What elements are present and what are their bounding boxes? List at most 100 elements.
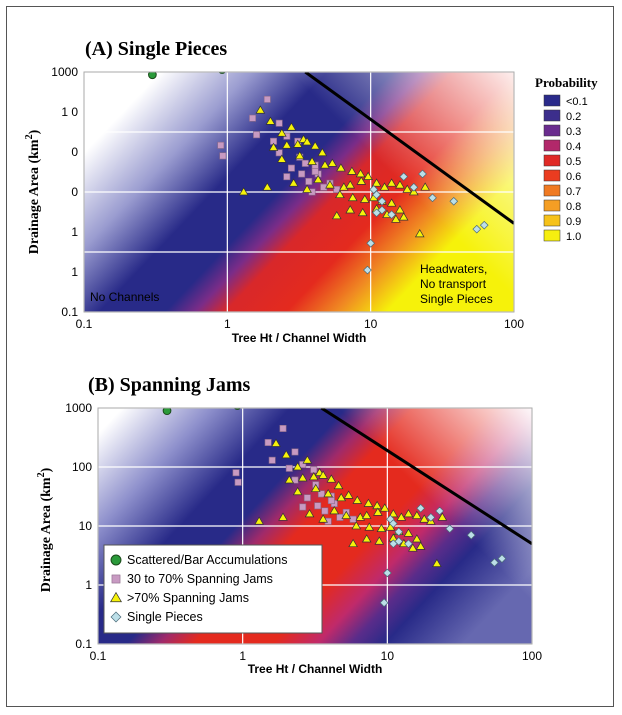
- panel-b-point-spanning70: [437, 512, 448, 521]
- panel-b-point-spanning70: [254, 516, 264, 525]
- panel-b-y-tick-label: 10: [79, 519, 93, 533]
- panel-b-point-single: [379, 598, 389, 608]
- panel-a-x-tick-label: 1: [224, 317, 231, 331]
- panel-a-point-spanning70: [317, 147, 328, 157]
- panel-b-point-spanning70: [403, 528, 414, 537]
- panel-a-point-spanning30: [253, 131, 261, 139]
- panel-a-point-spanning70: [345, 205, 356, 214]
- probability-swatch: [543, 214, 561, 227]
- panel-a-point-spanning70: [379, 182, 390, 191]
- panel-a-y-axis-label: Drainage Area (km2): [24, 129, 42, 254]
- probability-swatch: [543, 229, 561, 242]
- panel-a-point-spanning30: [301, 159, 309, 167]
- panel-a-point-spanning70: [356, 176, 367, 185]
- panel-a-point-single: [366, 238, 376, 248]
- panel-b-point-spanning70: [403, 509, 414, 518]
- panel-b-point-spanning30: [234, 478, 242, 486]
- panel-a-point-spanning70: [359, 194, 370, 203]
- data-legend-label: 30 to 70% Spanning Jams: [127, 572, 273, 586]
- panel-b-point-spanning70: [284, 475, 295, 484]
- panel-b-point-spanning70: [372, 500, 382, 510]
- panel-a-point-single: [479, 220, 489, 230]
- panel-a-point-spanning70: [386, 198, 397, 207]
- panel-b-point-spanning30: [279, 425, 287, 432]
- panel-b-point-spanning70: [376, 523, 387, 532]
- data-legend-label: Scattered/Bar Accumulations: [127, 553, 288, 567]
- panel-b-x-tick-label: 100: [522, 649, 542, 663]
- panel-a-point-spanning30: [263, 95, 271, 103]
- probability-legend-title: Probability: [535, 75, 598, 90]
- panel-b-point-spanning70: [351, 521, 362, 530]
- panel-b-point-spanning70: [374, 536, 385, 545]
- panel-b-point-spanning30: [317, 490, 325, 498]
- panel-a-y-tick-label: 0: [71, 185, 78, 199]
- panel-a-x-tick-label: 0.1: [76, 317, 93, 331]
- panel-a-point-spanning70: [238, 187, 249, 196]
- panel-a-point-spanning70: [336, 163, 346, 172]
- probability-swatch: [543, 94, 561, 107]
- panel-a-point-spanning70: [325, 180, 335, 189]
- panel-a-point-spanning70: [386, 178, 397, 187]
- panel-a-point-spanning70: [345, 180, 356, 189]
- data-legend-label: Single Pieces: [127, 610, 203, 624]
- panel-a-threshold-line: [304, 72, 514, 225]
- panel-a-annotation-headwaters: Headwaters,: [420, 262, 487, 276]
- probability-label: 0.4: [566, 141, 581, 153]
- panel-b-point-single: [490, 558, 499, 567]
- panel-b-point-spanning70: [297, 473, 308, 482]
- panel-a-title: (A) Single Pieces: [85, 38, 227, 60]
- panel-a-point-spanning70: [414, 229, 425, 238]
- panel-b-point-single: [426, 513, 436, 522]
- panel-a-y-tick-label: 1000: [51, 65, 78, 79]
- panel-b-point-spanning30: [299, 503, 307, 511]
- panel-b-point-spanning70: [419, 514, 430, 523]
- probability-swatch: [543, 124, 561, 137]
- panel-a-plot-area: No Channels Headwaters, No transport Sin…: [84, 72, 514, 312]
- panel-b-y-tick-label: 1000: [65, 401, 92, 415]
- probability-swatch: [543, 109, 561, 122]
- panel-b-point-spanning70: [292, 462, 303, 471]
- probability-swatch: [543, 139, 561, 152]
- panel-a-point-spanning30: [305, 177, 313, 185]
- panel-a-annotation-no-channels: No Channels: [90, 290, 159, 304]
- panel-a-point-spanning70: [395, 180, 405, 189]
- panel-a-point-spanning70: [282, 140, 292, 149]
- panel-a-point-spanning70: [307, 156, 317, 165]
- panel-a-point-spanning70: [265, 116, 276, 125]
- panel-a-point-spanning30: [287, 164, 295, 172]
- panel-b-point-spanning70: [326, 474, 337, 483]
- panel-b-x-axis-label: Tree Ht / Channel Width: [248, 662, 383, 676]
- panel-b-point-spanning70: [352, 495, 363, 504]
- panel-a-point-spanning30: [283, 173, 291, 181]
- panel-b-point-spanning70: [388, 509, 399, 518]
- panel-a-point-spanning70: [255, 105, 266, 114]
- panel-a-point-spanning70: [292, 139, 303, 148]
- panel-b-point-spanning70: [333, 480, 344, 490]
- panel-a-point-single: [372, 208, 381, 218]
- panel-a-point-spanning70: [371, 178, 382, 187]
- panel-b-plot-border: [97, 407, 533, 645]
- panel-b-x-tick-label: 0.1: [90, 649, 107, 663]
- panel-b-x-tick-label: 10: [381, 649, 395, 663]
- data-legend-marker-spanning30: [111, 574, 121, 584]
- panel-b-point-spanning30: [303, 494, 311, 502]
- panel-b-point-spanning70: [343, 490, 354, 499]
- panel-b-point-spanning70: [329, 506, 340, 515]
- panel-a-point-spanning30: [298, 170, 306, 178]
- panel-a-annotation-no-transport: No transport: [420, 277, 487, 291]
- panel-b-y-ticks: 1000 100 10 1 0.1: [65, 401, 92, 651]
- panel-a-point-spanning70: [262, 182, 273, 191]
- panel-a-point-spanning30: [275, 119, 283, 127]
- panel-a-y-tick-label: 0: [71, 145, 78, 159]
- panel-b-point-spanning70: [323, 489, 333, 498]
- panel-b-point-spanning70: [308, 471, 319, 481]
- panel-b-point-spanning30: [349, 515, 357, 523]
- panel-a-point-single: [418, 169, 427, 179]
- probability-swatch: [543, 184, 561, 197]
- probability-legend: Probability <0.1 0.2 0.3 0.4 0.5 0.6 0.7 0.8 0.9…: [535, 75, 598, 243]
- panel-b-point-spanning30: [291, 448, 299, 456]
- panel-a-point-spanning70: [420, 182, 430, 191]
- panel-b-y-axis-label-text: Drainage Area (km2): [36, 467, 54, 592]
- panel-b-point-spanning70: [361, 534, 372, 543]
